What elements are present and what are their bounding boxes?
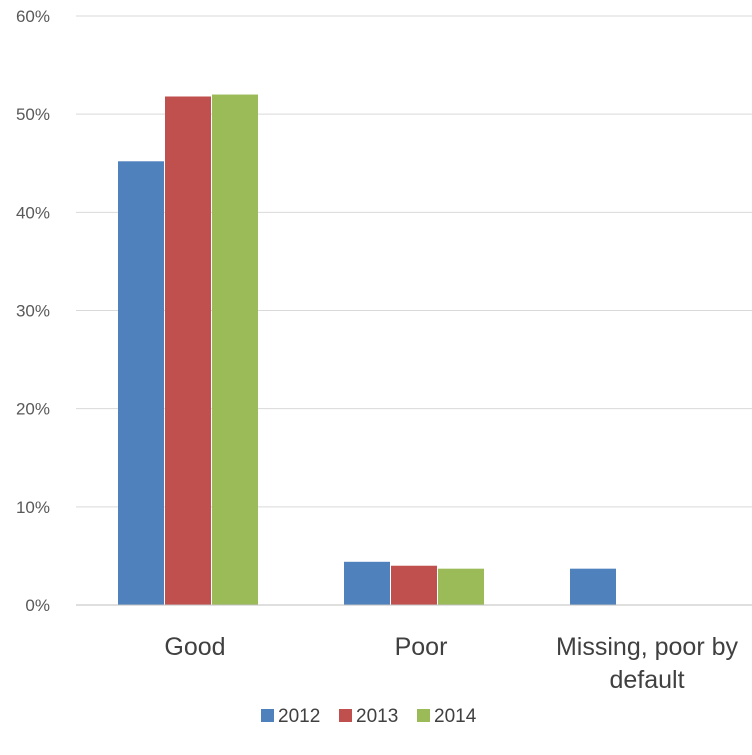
legend-label-2012: 2012 <box>278 706 320 727</box>
y-tick-label: 40% <box>16 203 50 222</box>
legend-swatch-2014 <box>417 709 430 722</box>
category-label: Poor <box>395 633 448 661</box>
y-tick-label: 0% <box>25 596 50 615</box>
bar-2012-1 <box>344 561 390 605</box>
y-axis-tick-labels: 0% 10% 20% 30% 40% 50% 60% <box>16 7 50 615</box>
legend: 2012 2013 2014 <box>261 706 477 727</box>
category-label: Good <box>164 633 225 661</box>
bar-2012-0 <box>118 161 164 605</box>
category-labels: Good Poor Missing, poor by default <box>164 633 738 694</box>
bar-2012-2 <box>570 568 616 605</box>
legend-swatch-2012 <box>261 709 274 722</box>
y-tick-label: 30% <box>16 302 50 321</box>
category-label: Missing, poor by default <box>556 633 739 694</box>
bars <box>118 94 616 606</box>
y-tick-label: 20% <box>16 400 50 419</box>
legend-label-2014: 2014 <box>434 706 477 727</box>
legend-swatch-2013 <box>339 709 352 722</box>
bar-2014-1 <box>438 568 484 605</box>
bar-2014-0 <box>212 94 258 606</box>
bar-2013-1 <box>391 565 437 605</box>
bar-2013-0 <box>165 96 211 605</box>
legend-label-2013: 2013 <box>356 706 398 727</box>
y-tick-label: 60% <box>16 7 50 26</box>
y-tick-label: 50% <box>16 105 50 124</box>
y-tick-label: 10% <box>16 498 50 517</box>
